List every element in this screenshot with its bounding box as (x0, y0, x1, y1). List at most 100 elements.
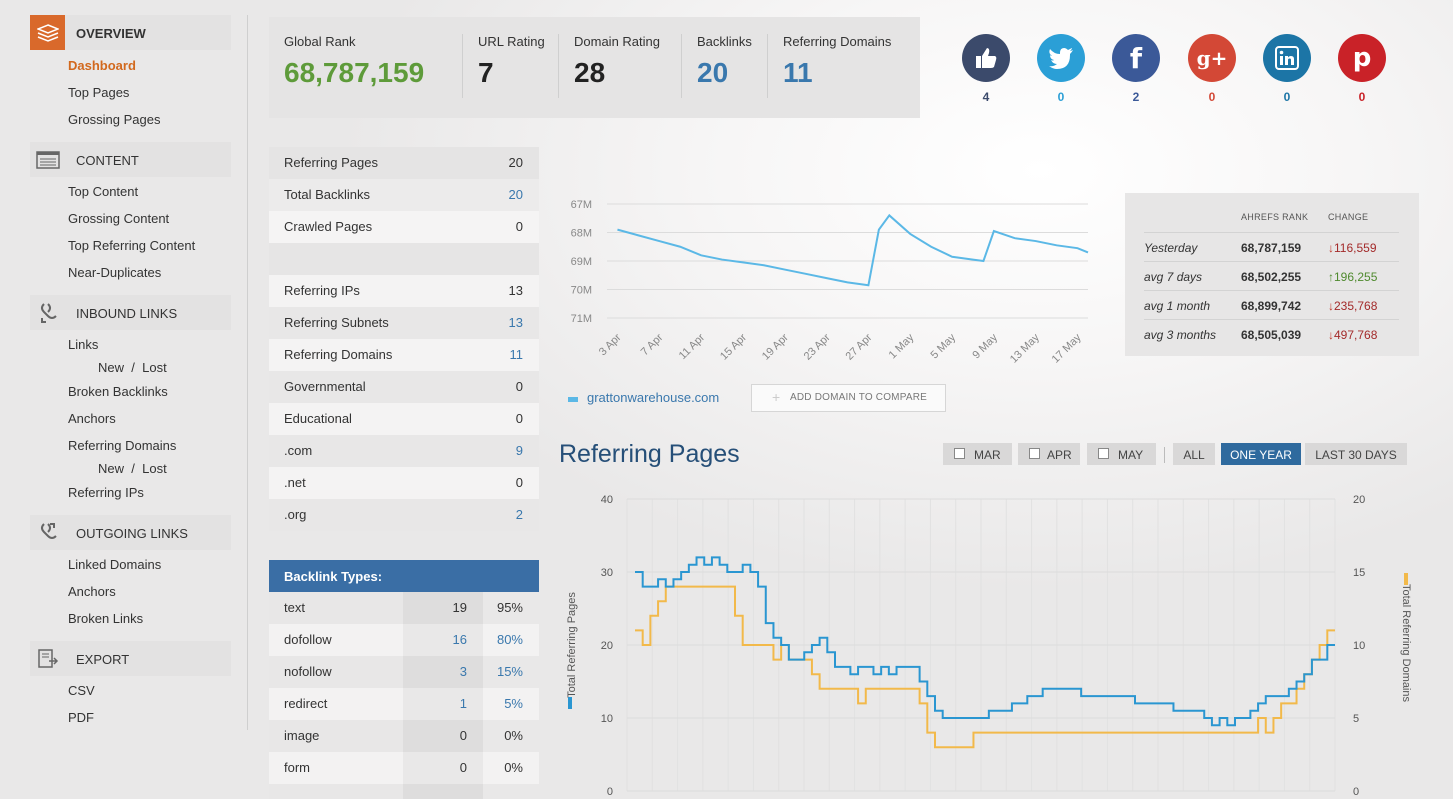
linkedin-icon[interactable] (1263, 34, 1311, 82)
metrics-panel: Global Rank 68,787,159 URL Rating 7 Doma… (269, 17, 920, 118)
backlink-type-count: 19 (452, 600, 467, 615)
export-icon (30, 641, 65, 676)
sidebar-section-overview[interactable]: OVERVIEW (30, 15, 231, 50)
sidebar-item-links[interactable]: Links (68, 337, 99, 352)
sidebar-item-anchors-out[interactable]: Anchors (68, 584, 116, 599)
add-domain-button[interactable]: + ADD DOMAIN TO COMPARE (751, 384, 946, 412)
separator: / (131, 461, 135, 476)
stats-value[interactable]: 13 (508, 315, 523, 330)
sidebar-section-inbound-links[interactable]: INBOUND LINKS (30, 295, 231, 330)
social-count: 0 (1208, 90, 1216, 104)
sidebar-item-broken-links[interactable]: Broken Links (68, 611, 144, 626)
backlink-types-title: Backlink Types: (284, 569, 383, 584)
x-tick-label: 1 May (887, 331, 917, 361)
backlink-type-percent[interactable]: 5% (504, 696, 523, 711)
metric-value[interactable]: 11 (783, 57, 813, 88)
sidebar-section-export[interactable]: EXPORT (30, 641, 231, 676)
filter-label: MAR (974, 448, 1001, 462)
backlink-type-label: redirect (284, 696, 328, 711)
sidebar-item-grossing-content[interactable]: Grossing Content (68, 211, 170, 226)
sidebar-item-anchors[interactable]: Anchors (68, 411, 116, 426)
stats-row: Crawled Pages 0 (269, 211, 539, 243)
rank-chart: 67M 68M 69M 70M 71M 3 Apr 7 Apr 11 Apr 15 Apr 19 … (571, 199, 1089, 366)
sidebar-item-top-referring-content[interactable]: Top Referring Content (68, 238, 196, 253)
rank-change-value: 116,559 (1334, 241, 1377, 255)
backlink-type-count[interactable]: 1 (459, 696, 467, 711)
pinterest-icon[interactable]: p (1338, 34, 1386, 82)
metric-label: URL Rating (478, 34, 545, 49)
y-tick-label: 10 (601, 713, 613, 725)
checkbox[interactable] (1098, 448, 1109, 459)
sidebar-section-content[interactable]: CONTENT (30, 142, 231, 177)
x-tick-label: 11 Apr (677, 331, 708, 362)
sidebar-item-top-content[interactable]: Top Content (68, 184, 139, 199)
y-tick-label: 40 (601, 494, 613, 506)
filter-apr[interactable]: APR (1018, 443, 1080, 465)
backlink-type-percent: 95% (496, 600, 523, 615)
stats-label: .org (284, 507, 307, 522)
filter-mar[interactable]: MAR (943, 443, 1012, 465)
sidebar-item-pdf[interactable]: PDF (68, 710, 94, 725)
sidebar-item-broken-backlinks[interactable]: Broken Backlinks (68, 384, 168, 399)
section-title: OVERVIEW (76, 26, 146, 41)
sidebar-item-top-pages[interactable]: Top Pages (68, 85, 130, 100)
range-all[interactable]: ALL (1173, 443, 1215, 465)
filter-may[interactable]: MAY (1087, 443, 1156, 465)
plus-icon: + (772, 389, 781, 405)
referring-pages-line (635, 556, 1335, 727)
stats-value[interactable]: 11 (509, 347, 524, 362)
stats-value[interactable]: 2 (515, 507, 523, 522)
range-label: LAST 30 DAYS (1315, 448, 1397, 462)
sidebar-item-csv[interactable]: CSV (68, 683, 95, 698)
sidebar-item-dashboard[interactable]: Dashboard (68, 58, 136, 73)
backlink-type-count: 0 (459, 728, 467, 743)
arrow-down-icon: ↓ (1328, 328, 1334, 342)
checkbox[interactable] (1029, 448, 1040, 459)
sidebar-item-near-duplicates[interactable]: Near-Duplicates (68, 265, 162, 280)
twitter-icon[interactable] (1037, 34, 1085, 82)
google-plus-icon[interactable]: g+ (1188, 34, 1236, 82)
backlink-type-count[interactable]: 16 (452, 632, 467, 647)
x-tick-label: 15 Apr (718, 331, 749, 362)
legend-domain[interactable]: grattonwarehouse.com (587, 390, 720, 405)
x-tick-label: 5 May (929, 331, 959, 361)
section-title: CONTENT (76, 153, 139, 168)
backlink-type-row: image 0 0% (269, 720, 539, 752)
new-domains-link[interactable]: New (98, 461, 125, 476)
metric-value[interactable]: 20 (697, 57, 729, 88)
backlink-type-percent[interactable]: 15% (496, 664, 523, 679)
stats-value: 0 (515, 411, 523, 426)
facebook-icon[interactable]: f (1112, 34, 1160, 82)
inbound-link-icon (30, 295, 65, 330)
lost-domains-link[interactable]: Lost (142, 461, 167, 476)
sidebar-item-grossing-pages[interactable]: Grossing Pages (68, 112, 161, 127)
social-count: 2 (1132, 90, 1140, 104)
stats-label: Educational (284, 411, 352, 426)
stats-value: 0 (515, 379, 523, 394)
new-links-link[interactable]: New (98, 360, 125, 375)
sidebar-divider (247, 15, 248, 730)
stats-value: 0 (515, 475, 523, 490)
stats-row-empty (269, 243, 539, 275)
stats-value[interactable]: 9 (515, 443, 523, 458)
sidebar-item-referring-domains[interactable]: Referring Domains (68, 438, 177, 453)
y-tick-label: 67M (571, 199, 592, 211)
x-tick-label: 3 Apr (597, 331, 624, 358)
rank-change-value: 497,768 (1334, 328, 1378, 342)
lost-links-link[interactable]: Lost (142, 360, 167, 375)
stats-value[interactable]: 20 (508, 187, 523, 202)
sidebar-section-outgoing-links[interactable]: OUTGOING LINKS (30, 515, 231, 550)
divider (462, 34, 463, 98)
metric-value: 68,787,159 (284, 57, 425, 88)
stats-row: Total Backlinks 20 (269, 179, 539, 211)
thumbs-up-icon[interactable] (962, 34, 1010, 82)
separator: / (131, 360, 135, 375)
range-one-year[interactable]: ONE YEAR (1221, 443, 1301, 465)
range-last-30-days[interactable]: LAST 30 DAYS (1305, 443, 1407, 465)
checkbox[interactable] (954, 448, 965, 459)
sidebar-item-referring-ips[interactable]: Referring IPs (68, 485, 144, 500)
backlink-type-percent[interactable]: 80% (496, 632, 523, 647)
rank-row: avg 1 month 68,899,742 ↓235,768 (1144, 290, 1399, 320)
backlink-type-count[interactable]: 3 (459, 664, 467, 679)
sidebar-item-linked-domains[interactable]: Linked Domains (68, 557, 162, 572)
